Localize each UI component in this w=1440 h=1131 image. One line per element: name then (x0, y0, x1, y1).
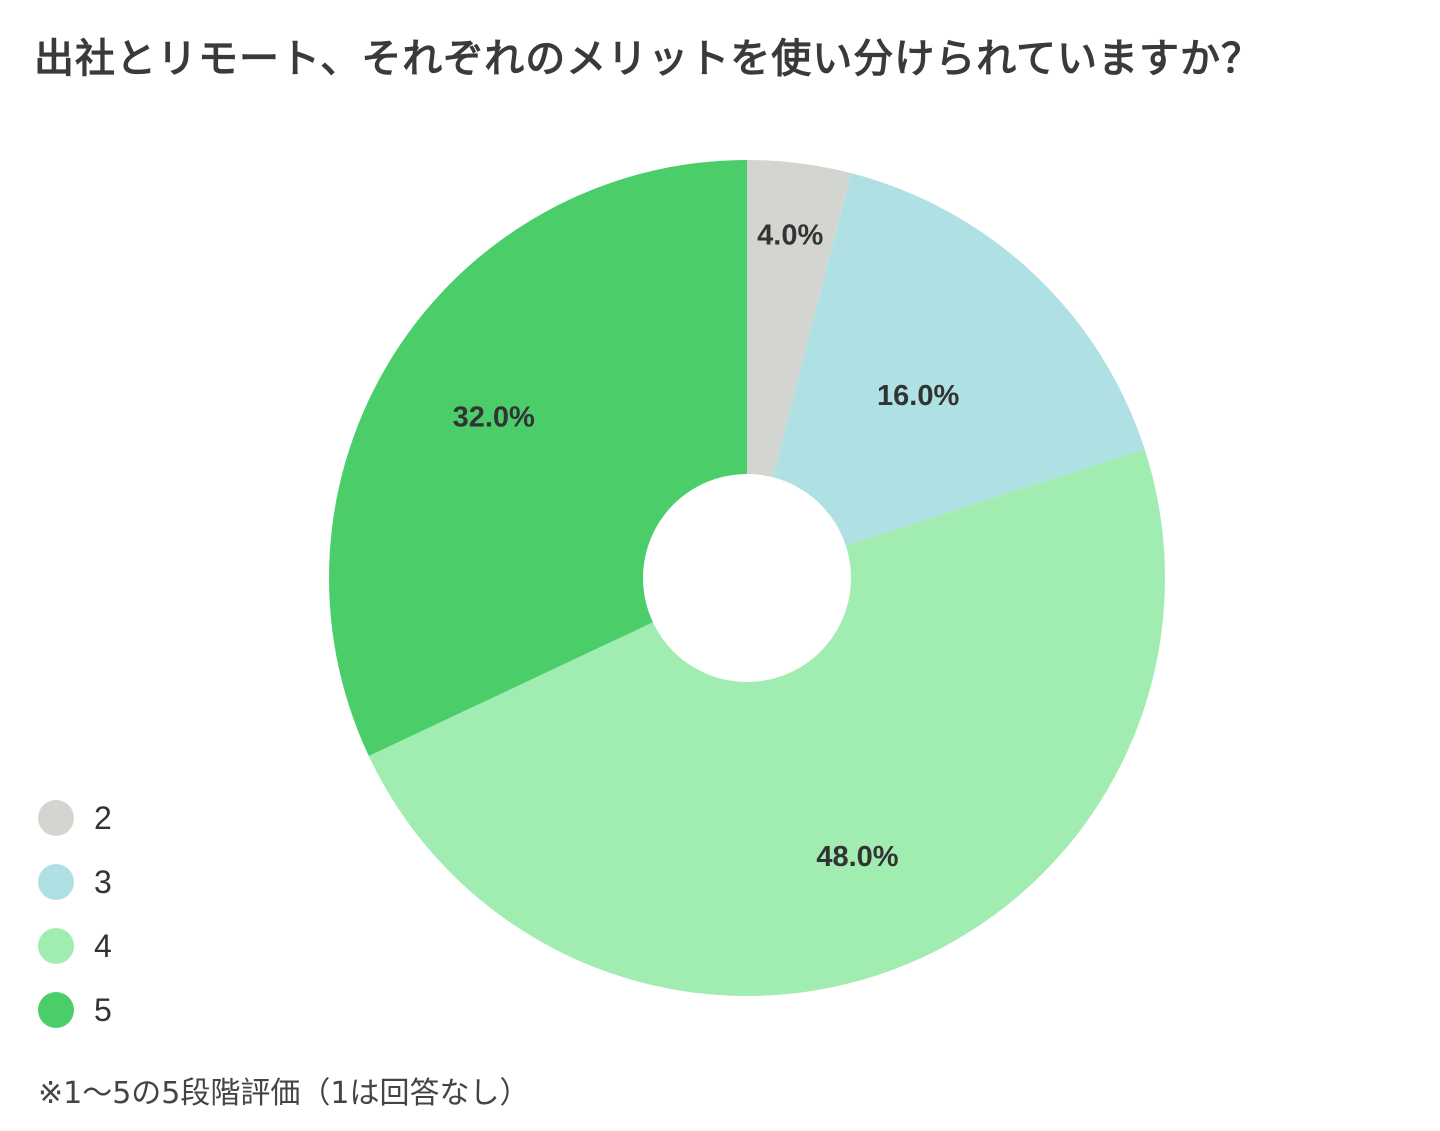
legend-swatch-3 (38, 864, 74, 900)
pie-slice-4 (368, 448, 1165, 996)
legend-item-3: 3 (38, 850, 112, 914)
pie-slice-2 (747, 160, 851, 478)
slice-label-3: 16.0% (877, 380, 959, 412)
slice-label-4: 48.0% (816, 841, 898, 873)
chart-title: 出社とリモート、それぞれのメリットを使い分けられていますか？ (34, 36, 1262, 82)
legend-swatch-5 (38, 992, 74, 1028)
legend-swatch-2 (38, 800, 74, 836)
legend-label-3: 3 (94, 863, 112, 900)
pie-slice-3 (772, 173, 1145, 546)
slice-label-5: 32.0% (453, 401, 535, 433)
legend-label-5: 5 (94, 991, 112, 1028)
legend-item-4: 4 (38, 914, 112, 978)
pie-slice-5 (328, 160, 747, 756)
slice-label-2: 4.0% (757, 220, 823, 252)
legend-swatch-4 (38, 928, 74, 964)
chart-legend: 2 3 4 5 (38, 786, 112, 1042)
legend-item-2: 2 (38, 786, 112, 850)
legend-label-4: 4 (94, 927, 112, 964)
legend-item-5: 5 (38, 978, 112, 1042)
footnote: ※1〜5の5段階評価（1は回答なし） (38, 1076, 530, 1111)
legend-label-2: 2 (94, 799, 112, 836)
